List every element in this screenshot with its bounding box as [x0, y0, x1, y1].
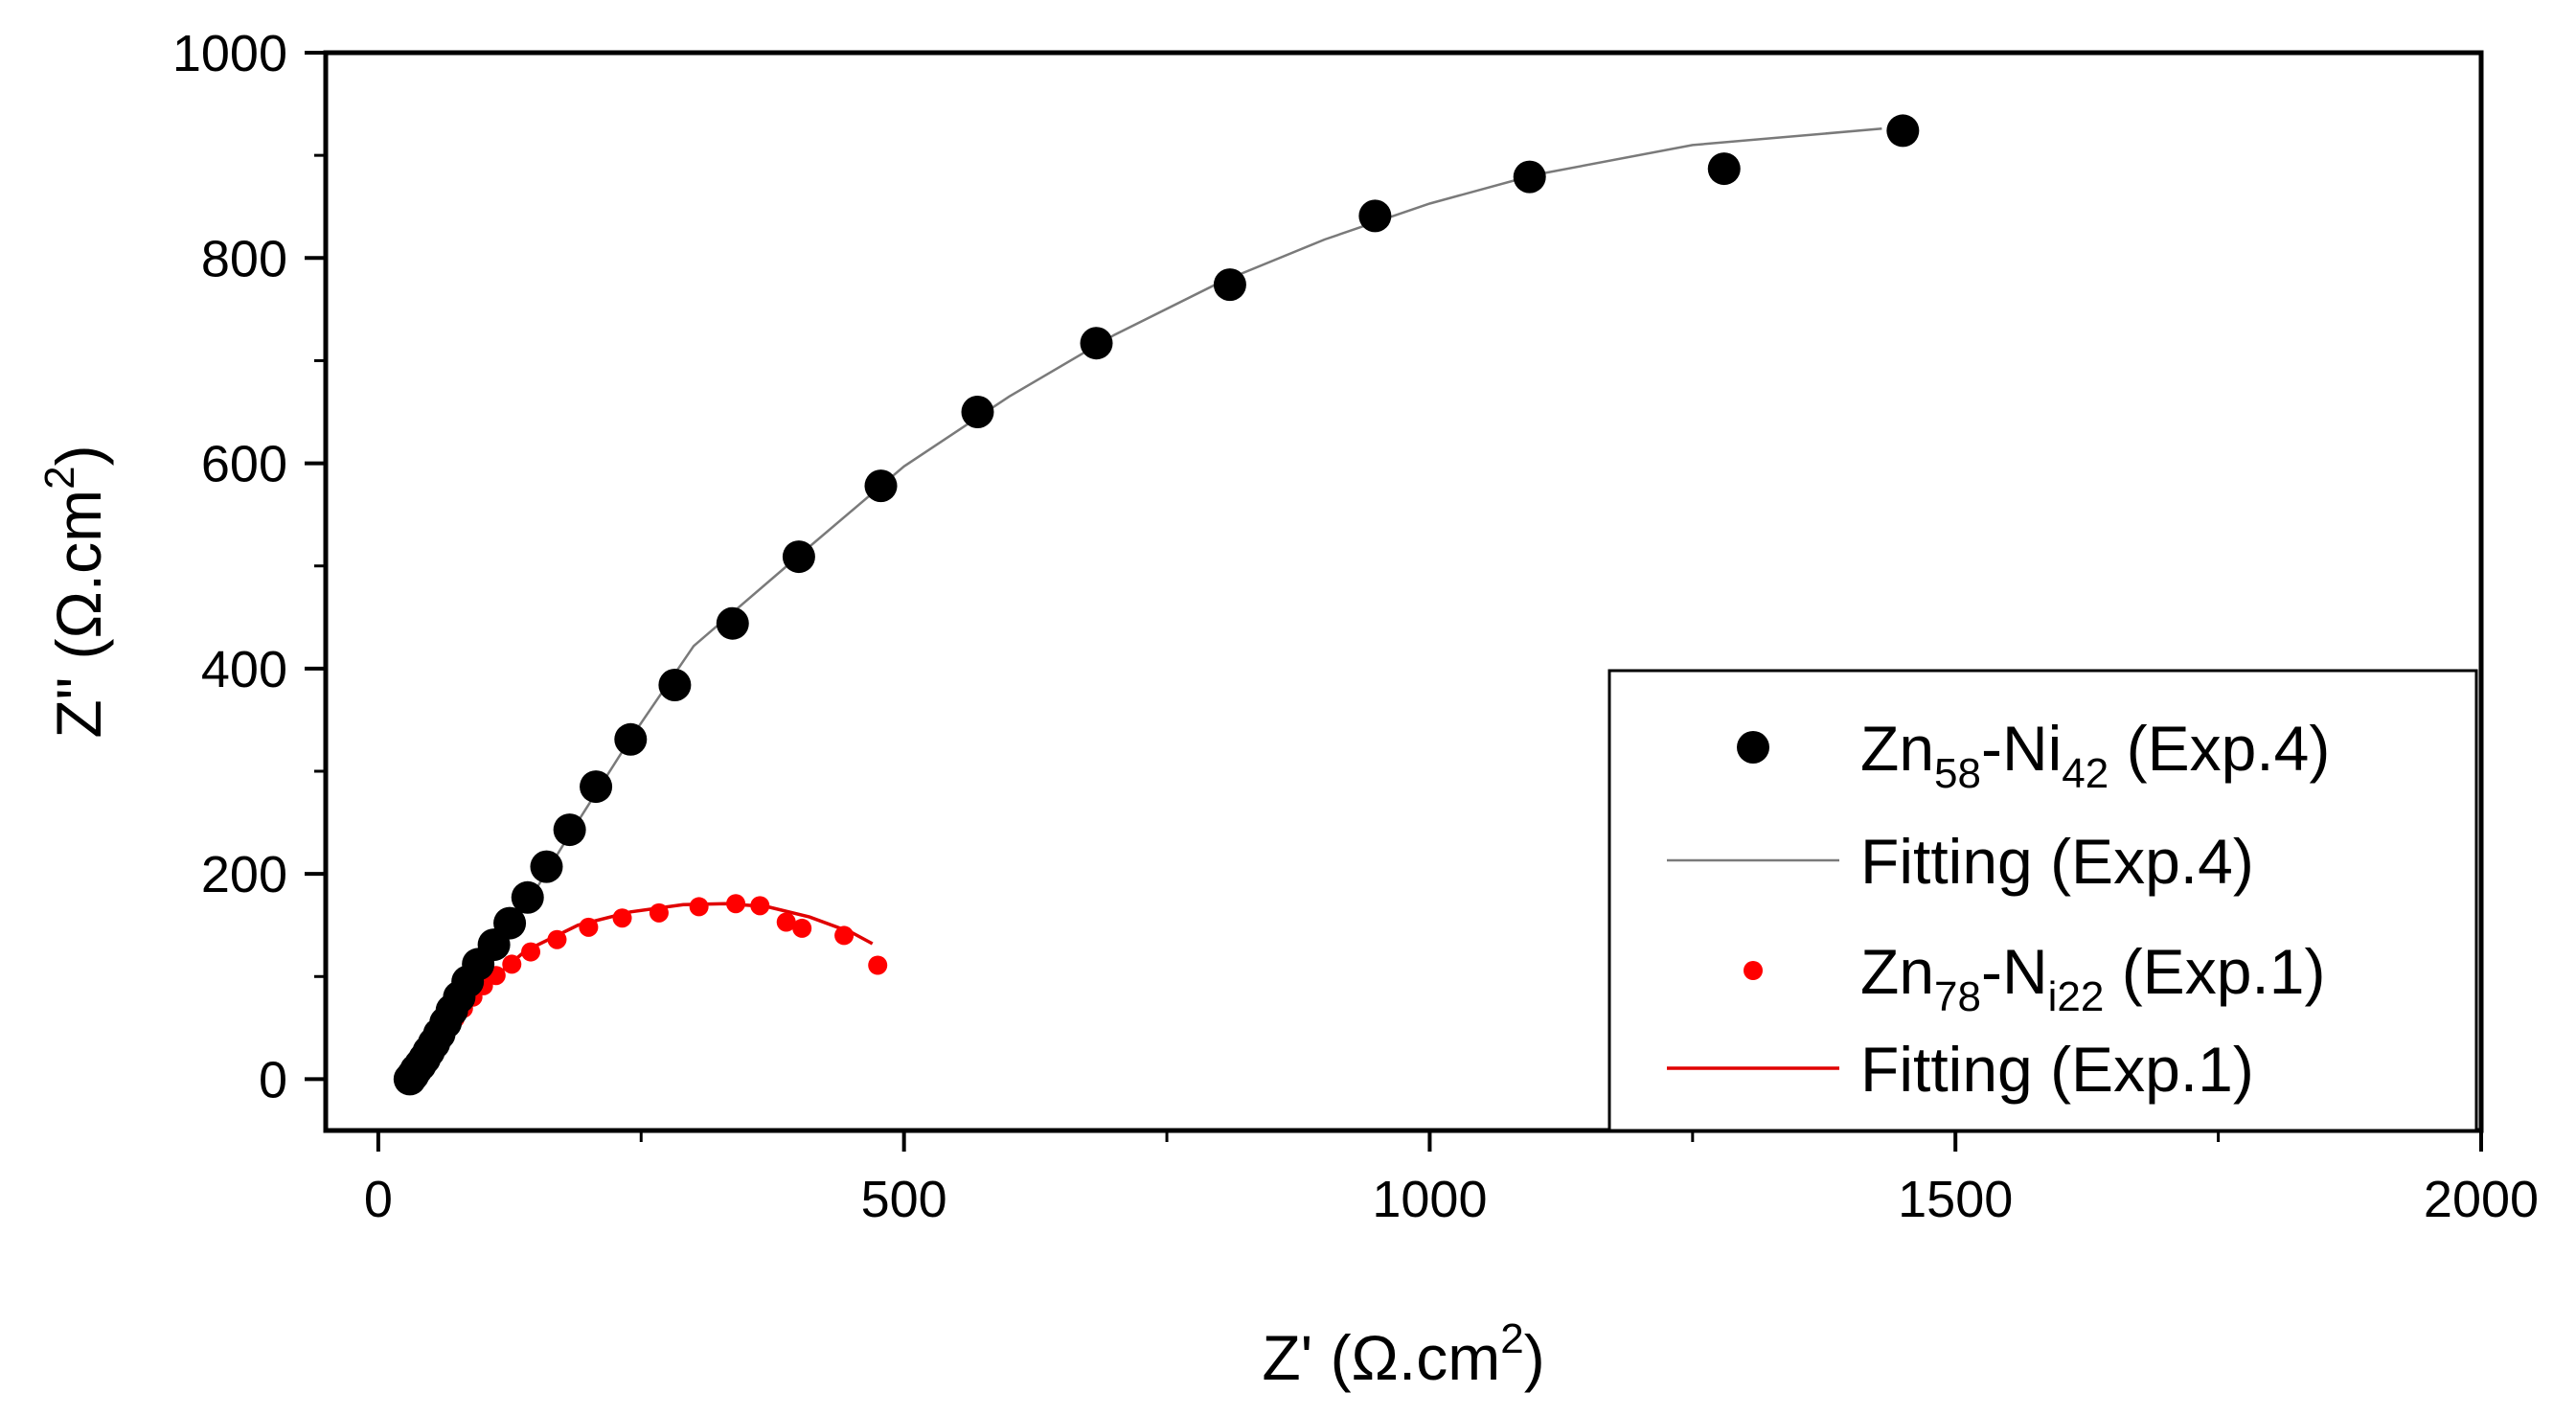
data-point	[658, 669, 692, 701]
data-point	[864, 469, 898, 503]
data-point	[726, 894, 746, 914]
data-point	[580, 770, 613, 804]
data-point	[1886, 114, 1920, 148]
data-point	[511, 880, 544, 914]
legend-label-2: Zn78-Ni22 (Exp.1)	[1860, 936, 2325, 1020]
legend-subscript: 78	[1934, 973, 1981, 1020]
data-point	[792, 918, 812, 938]
legend-text-part: Fitting (Exp.4)	[1860, 826, 2254, 897]
legend-subscript: 42	[2062, 750, 2109, 797]
data-point	[649, 902, 669, 923]
x-axis-title-text: Z' (Ω.cm	[1262, 1322, 1500, 1393]
data-point	[782, 540, 815, 574]
data-point	[961, 396, 994, 428]
data-point	[530, 850, 563, 883]
data-point	[834, 925, 855, 946]
y-tick-label: 0	[259, 1051, 287, 1108]
y-tick-label: 800	[201, 230, 287, 287]
data-point	[612, 908, 632, 928]
x-axis-title-sup: 2	[1500, 1315, 1523, 1362]
x-tick-label: 1500	[1898, 1171, 2013, 1228]
y-tick-label: 1000	[172, 25, 287, 82]
data-point	[1707, 152, 1741, 186]
data-point	[689, 897, 709, 917]
y-tick-label: 600	[201, 436, 287, 493]
legend-text-part: Fitting (Exp.1)	[1860, 1034, 2254, 1105]
y-axis-title: Z" (Ω.cm2)	[36, 445, 114, 738]
data-point	[868, 955, 888, 975]
data-point	[579, 917, 599, 937]
legend-label-1: Fitting (Exp.4)	[1860, 826, 2254, 897]
data-point	[521, 942, 541, 962]
legend-text-part: -N	[1981, 936, 2048, 1007]
legend-subscript: 58	[1934, 750, 1981, 797]
x-tick-label: 2000	[2424, 1171, 2539, 1228]
x-axis-title-close: )	[1524, 1322, 1545, 1393]
y-axis-title-sup: 2	[36, 466, 83, 489]
data-point	[1513, 160, 1546, 194]
y-tick-label: 400	[201, 641, 287, 698]
legend-text-part: -Ni	[1981, 713, 2062, 784]
y-axis-title-close: )	[43, 445, 114, 466]
data-point	[1080, 327, 1113, 360]
y-tick-label: 200	[201, 846, 287, 903]
legend-label-3: Fitting (Exp.1)	[1860, 1034, 2254, 1105]
legend-label-0: Zn58-Ni42 (Exp.4)	[1860, 713, 2330, 797]
legend-marker-0	[1737, 731, 1769, 764]
data-point	[502, 954, 522, 974]
data-point	[553, 813, 586, 847]
legend-text-part: Zn	[1860, 936, 1934, 1007]
data-point	[1358, 199, 1392, 233]
data-point	[493, 906, 527, 940]
axes-layer: 0 500 1000 1500 2000 0 200 400 600 800 1000 Z' (Ω.c…	[36, 25, 2539, 1393]
data-point	[776, 912, 796, 932]
legend-subscript: i22	[2048, 973, 2105, 1020]
x-axis-title: Z' (Ω.cm2)	[1262, 1315, 1544, 1393]
legend-text-part: Zn	[1860, 713, 1934, 784]
y-axis-title-text: Z" (Ω.cm	[43, 490, 114, 739]
legend: Zn58-Ni42 (Exp.4)Fitting (Exp.4)Zn78-Ni2…	[1607, 669, 2478, 1132]
data-point	[547, 929, 567, 949]
legend-text-part: (Exp.4)	[2109, 713, 2330, 784]
data-point	[1213, 268, 1246, 302]
x-tick-label: 500	[861, 1171, 947, 1228]
legend-text-part: (Exp.1)	[2104, 936, 2325, 1007]
data-point	[716, 606, 749, 640]
series-layer	[393, 114, 1920, 1096]
x-tick-label: 0	[364, 1171, 393, 1228]
x-tick-label: 1000	[1372, 1171, 1487, 1228]
legend-marker-2	[1744, 961, 1763, 980]
plot-frame	[323, 50, 2484, 1133]
data-point	[750, 896, 770, 916]
data-point	[614, 722, 648, 756]
